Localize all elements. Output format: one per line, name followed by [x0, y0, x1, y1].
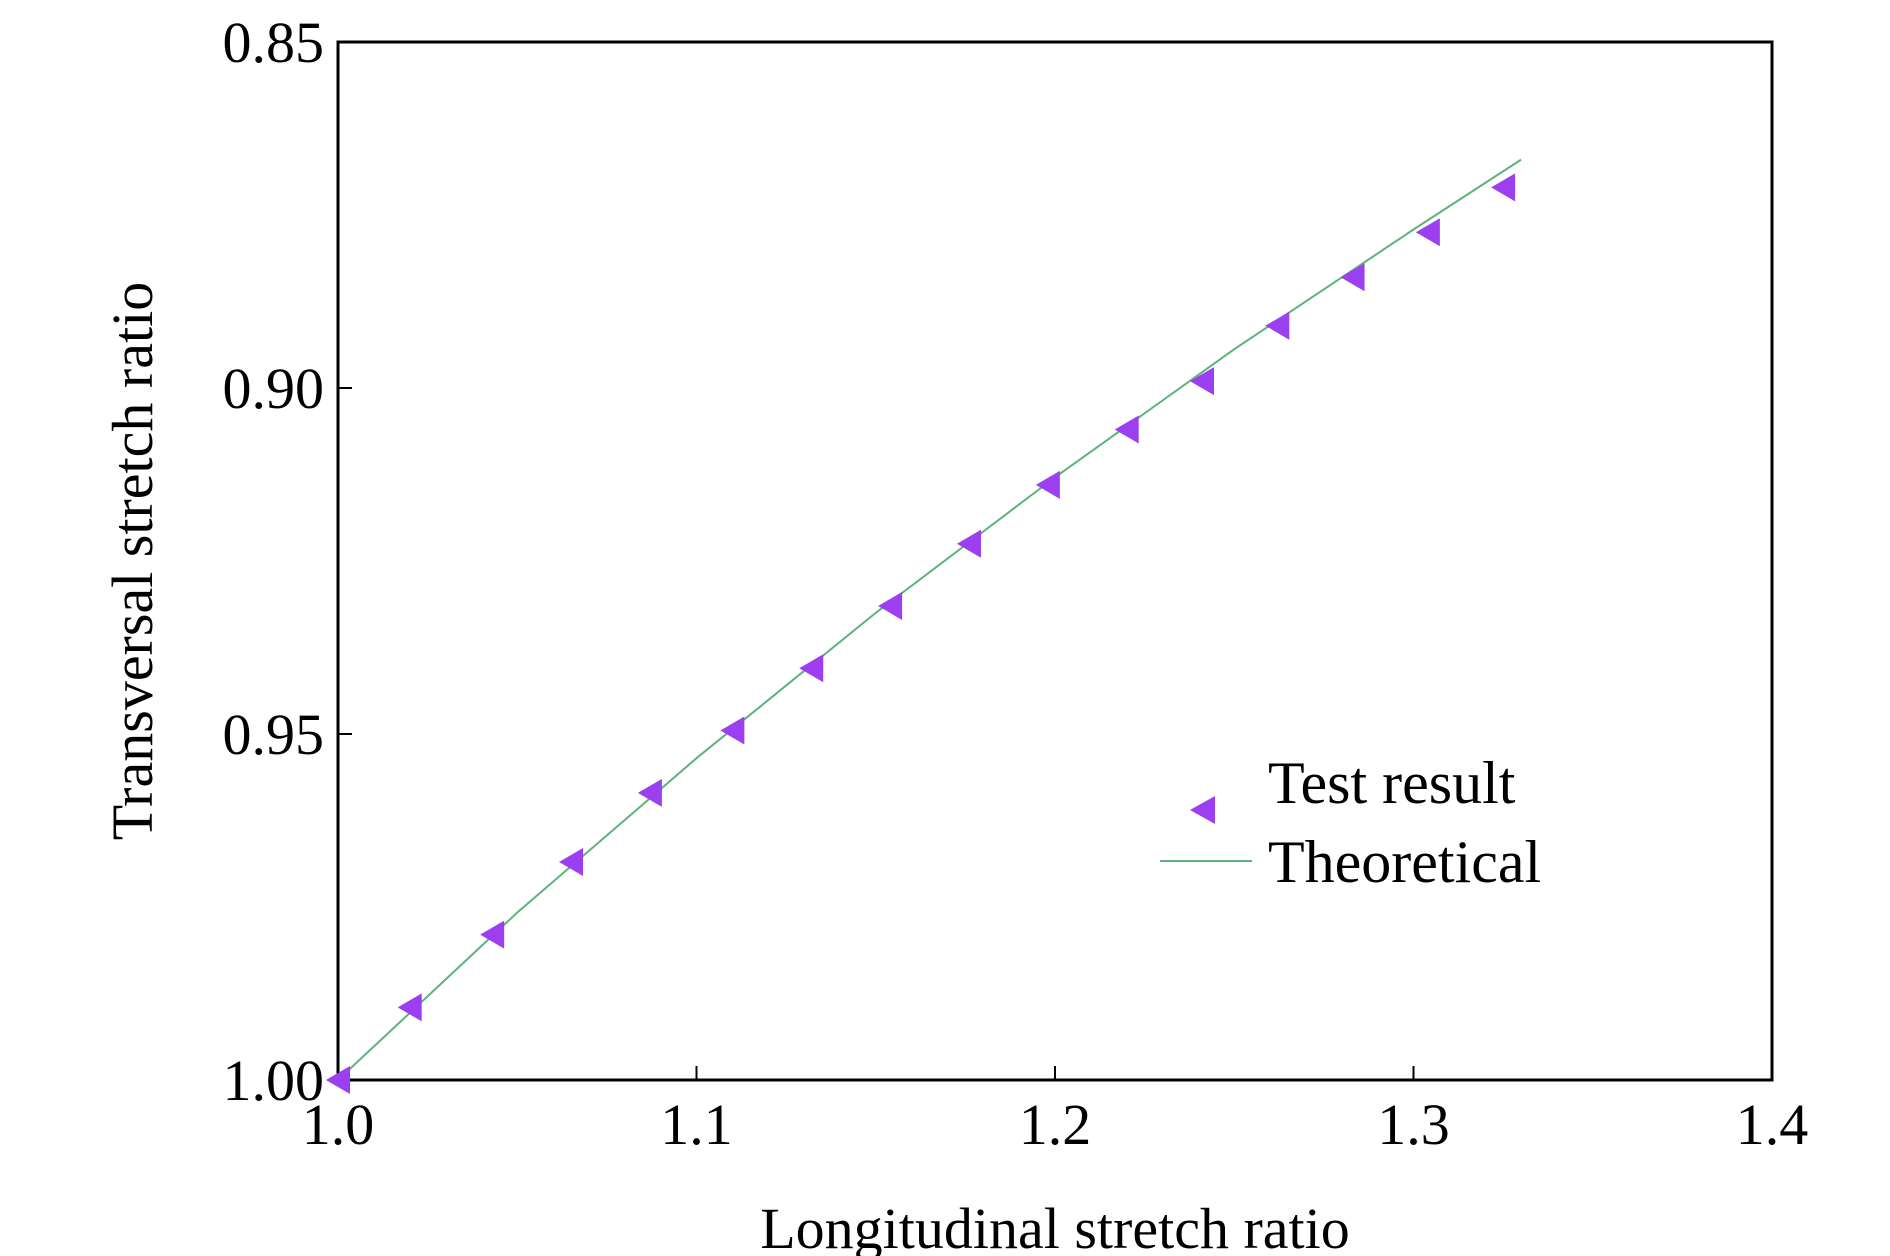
x-tick-label: 1.4 [1736, 1092, 1809, 1157]
test-result-point [956, 529, 981, 558]
legend: Test result Theoretical [1160, 750, 1541, 895]
x-axis-label: Longitudinal stretch ratio [760, 1196, 1350, 1256]
series-layer [326, 158, 1522, 1094]
test-result-point [326, 1066, 350, 1094]
test-result-point [559, 848, 584, 877]
theoretical-line [337, 158, 1522, 1081]
y-axis: 0.85 0.90 0.95 1.00 [223, 10, 352, 1113]
test-result-point [397, 993, 422, 1022]
test-result-point [480, 920, 505, 949]
test-result-point [1035, 470, 1060, 499]
test-result-point [1189, 367, 1214, 396]
x-tick-label: 1.0 [302, 1092, 375, 1157]
legend-label-theoretical: Theoretical [1268, 829, 1541, 895]
legend-marker-test-result [1190, 796, 1215, 824]
y-tick-label: 0.95 [223, 702, 325, 767]
test-result-point [637, 778, 662, 807]
x-tick-label: 1.2 [1019, 1092, 1092, 1157]
test-result-point [1415, 218, 1440, 247]
x-tick-label: 1.1 [660, 1092, 733, 1157]
legend-label-test-result: Test result [1268, 750, 1516, 816]
plot-frame [336, 40, 1774, 1082]
y-axis-label: Transversal stretch ratio [100, 282, 165, 840]
test-result-point [720, 716, 745, 745]
y-tick-label: 0.90 [223, 356, 325, 421]
test-result-point [1340, 263, 1365, 292]
test-result-point [799, 654, 824, 683]
test-result-point [878, 591, 903, 620]
test-result-point [1114, 415, 1139, 444]
test-result-point [1265, 311, 1290, 340]
x-axis: 1.0 1.1 1.2 1.3 1.4 [302, 1066, 1809, 1157]
y-tick-label: 0.85 [223, 10, 325, 75]
x-tick-label: 1.3 [1377, 1092, 1450, 1157]
test-result-point [1491, 173, 1516, 202]
y-tick-label: 1.00 [223, 1048, 325, 1113]
